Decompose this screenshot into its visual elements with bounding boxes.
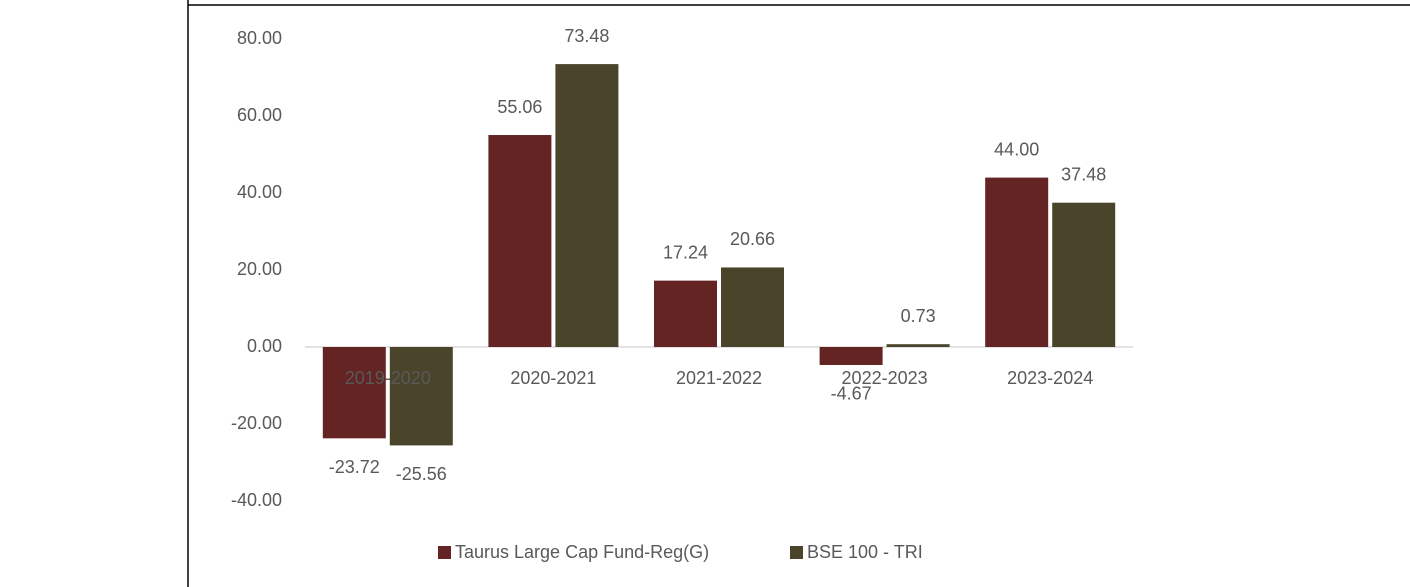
value-label: -23.72 (329, 457, 380, 477)
y-tick-label: 40.00 (237, 182, 282, 202)
bar (1052, 202, 1116, 347)
y-tick-label: -40.00 (231, 490, 282, 510)
y-tick-label: 0.00 (247, 336, 282, 356)
legend-label: BSE 100 - TRI (807, 542, 923, 562)
value-label: 17.24 (663, 242, 708, 262)
legend-swatch (438, 546, 451, 559)
value-label: 37.48 (1061, 164, 1106, 184)
bar (721, 267, 784, 347)
x-tick-label: 2022-2023 (842, 368, 928, 388)
value-label: 0.73 (901, 306, 936, 326)
value-label: 20.66 (730, 229, 775, 249)
x-tick-label: 2019-2020 (345, 368, 431, 388)
legend-label: Taurus Large Cap Fund-Reg(G) (455, 542, 709, 562)
y-tick-label: 80.00 (237, 28, 282, 48)
value-label: 44.00 (994, 139, 1039, 159)
bar (322, 347, 386, 439)
bar (488, 135, 552, 347)
bar (886, 344, 950, 347)
x-tick-label: 2020-2021 (510, 368, 596, 388)
bar (819, 347, 883, 365)
bar (389, 347, 453, 446)
y-tick-label: 20.00 (237, 259, 282, 279)
value-label: -25.56 (396, 464, 447, 484)
value-label: -4.67 (831, 384, 872, 404)
value-label: 73.48 (564, 26, 609, 46)
x-tick-label: 2021-2022 (676, 368, 762, 388)
y-tick-label: 60.00 (237, 105, 282, 125)
y-tick-label: -20.00 (231, 413, 282, 433)
bar (985, 177, 1049, 347)
value-label: 55.06 (497, 97, 542, 117)
bar (555, 64, 619, 348)
legend-swatch (790, 546, 803, 559)
bar (654, 280, 717, 347)
x-tick-label: 2023-2024 (1007, 368, 1093, 388)
